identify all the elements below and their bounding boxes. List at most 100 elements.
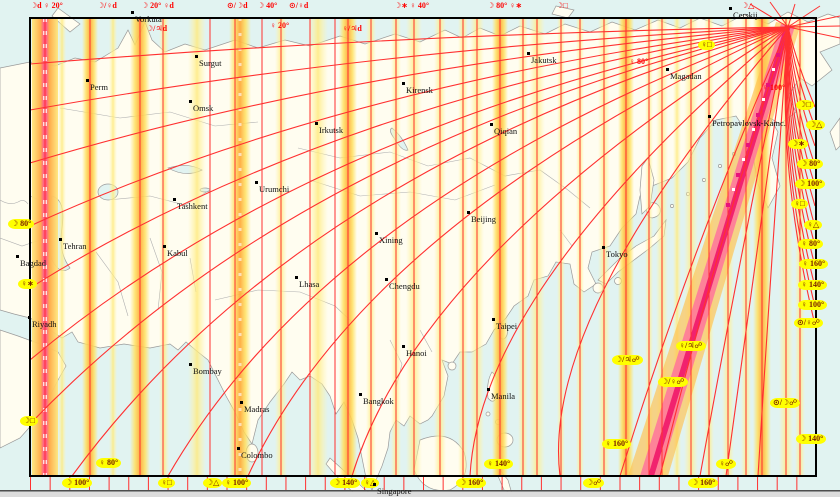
city-label: Lhasa [295,276,319,289]
angle-badge: ☽ 80° [797,159,824,169]
bottom-strip [0,491,840,497]
city-label: Kabul [163,245,188,258]
angle-badge: ☽ 160° [688,478,719,488]
angle-badge: ♀ 140° [484,459,514,469]
city-label: Jakutsk [527,52,557,65]
angle-badge: ♀∗ [18,279,37,289]
angle-badge: ☽∗ [788,139,808,149]
city-dot-icon [240,401,243,404]
city-dot-icon [490,123,493,126]
line-label: ⊙/♀d [289,1,309,10]
city-label: Singapore [373,483,411,496]
angle-badge: ☽/♀☍ [658,377,688,387]
angle-badge: ♀☍ [716,459,737,469]
angle-badge: ⊙/☽☍ [770,398,801,408]
city-label: Petropavlovsk-Kamc. [708,115,786,128]
angle-badge: ♀ 100° [222,478,252,488]
fan-extension-layer [749,1,840,39]
angle-badge: ☽□ [20,416,39,426]
city-label: Tehran [59,238,86,251]
line-label: ☽△ [741,1,755,10]
city-label: Vorkuta [131,11,162,24]
angle-badge: ♀ 140° [798,280,828,290]
line-label: ☽ 20° ♀d [141,1,174,10]
city-dot-icon [189,100,192,103]
city-dot-icon [173,198,176,201]
city-dot-icon [315,122,318,125]
line-label: ☽d ♀ 20° [30,1,63,10]
line-label: ☽/♀d [97,1,117,10]
city-dot-icon [375,232,378,235]
line-label: ☽□ [556,1,569,10]
city-label: Surgut [195,55,222,68]
red-curves-layer [30,26,816,476]
city-dot-icon [602,246,605,249]
city-dot-icon [255,181,258,184]
angle-badge: ♀ 80° [798,239,824,249]
city-dot-icon [666,68,669,71]
city-label: Perm [86,79,108,92]
city-label: Hanoi [402,345,427,358]
city-label: Beijing [467,211,496,224]
city-label: Magadan [666,68,702,81]
line-label: ☽ 40° [257,1,278,10]
angle-badge: ☽ 80° [8,219,35,229]
city-dot-icon [195,55,198,58]
angle-badge: ☽△ [203,478,223,488]
angle-badge: ☽ 100° [795,179,826,189]
city-dot-icon [487,388,490,391]
city-label: Tokyo [602,246,628,259]
line-label: ☽/♃d [146,24,168,33]
angle-badge: ♀□ [158,478,175,488]
city-label: Bagdad [16,255,46,268]
diagonal-markers-layer [726,53,780,207]
angle-badge: ♀/♃☍ [676,341,706,351]
city-dot-icon [59,238,62,241]
city-dot-icon [295,276,298,279]
city-dot-icon [86,79,89,82]
city-dot-icon [359,393,362,396]
angle-badge: ♀ 160° [799,259,829,269]
city-label: Kirensk [402,82,433,95]
angle-badge: ☽/♃☍ [612,355,643,365]
city-dot-icon [708,115,711,118]
city-dot-icon [163,245,166,248]
bottom-separator [0,490,840,492]
line-label: ♀ 20° [270,21,290,30]
line-label: ☽∗ ♀ 40° [394,1,430,10]
angle-badge: ♀□ [698,40,715,50]
city-dot-icon [402,82,405,85]
city-dot-icon [527,52,530,55]
city-label: Riyadh [28,316,57,329]
angle-badge: ☽ 140° [330,478,361,488]
city-dot-icon [28,316,31,319]
angle-badge: ☽ 160° [456,478,487,488]
city-label: Bombay [189,363,222,376]
city-label: Manila [487,388,515,401]
city-dot-icon [373,483,376,486]
angle-badge: ♀△ [804,220,823,230]
city-label: Taipei [492,318,517,331]
city-dot-icon [467,211,470,214]
city-dot-icon [385,278,388,281]
city-dot-icon [237,447,240,450]
city-label: Colombo [237,447,273,460]
angle-badge: ♀ 80° [96,458,122,468]
line-label: ☽ 80° ♀∗ [487,1,523,10]
line-label: ⊙/☽d [227,1,248,10]
line-label: ♀/♃d [342,24,362,33]
angle-badge: ☽ 100° [62,478,93,488]
city-dot-icon [402,345,405,348]
angle-badge: ♀ 100° [798,300,828,310]
angle-badge: ♀□ [791,199,808,209]
city-label: Qiqian [490,123,517,136]
angle-badge: ☽☍ [583,478,605,488]
city-label: Tashkent [173,198,208,211]
angle-badge: ☽□ [796,100,815,110]
line-label: ♀ 100° [762,83,786,92]
city-label: Bangkok [359,393,394,406]
angle-badge: ♀ 160° [602,439,632,449]
angle-badge: ☽ 140° [796,434,827,444]
